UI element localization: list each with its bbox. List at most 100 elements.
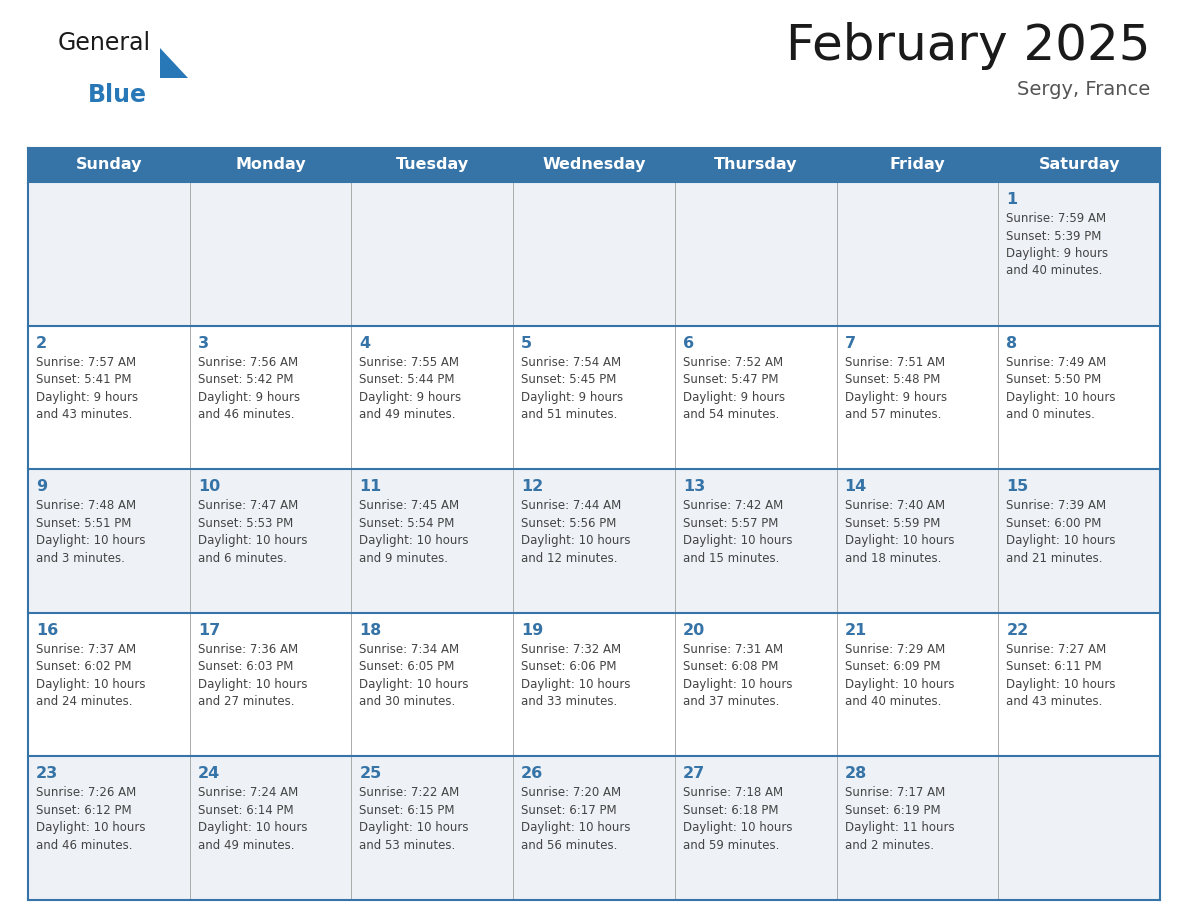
- Text: 6: 6: [683, 336, 694, 351]
- Text: 14: 14: [845, 479, 867, 494]
- Text: and 33 minutes.: and 33 minutes.: [522, 695, 618, 709]
- Text: Daylight: 10 hours: Daylight: 10 hours: [197, 822, 308, 834]
- Text: Sunrise: 7:37 AM: Sunrise: 7:37 AM: [36, 643, 137, 655]
- Text: Daylight: 10 hours: Daylight: 10 hours: [197, 677, 308, 691]
- Text: Sunrise: 7:59 AM: Sunrise: 7:59 AM: [1006, 212, 1106, 225]
- Text: Daylight: 10 hours: Daylight: 10 hours: [36, 677, 145, 691]
- Text: Sunrise: 7:48 AM: Sunrise: 7:48 AM: [36, 499, 137, 512]
- Text: and 54 minutes.: and 54 minutes.: [683, 409, 779, 421]
- Text: 18: 18: [360, 622, 381, 638]
- Text: 27: 27: [683, 767, 706, 781]
- Text: Sunrise: 7:17 AM: Sunrise: 7:17 AM: [845, 787, 944, 800]
- Text: 2: 2: [36, 336, 48, 351]
- Text: Sunset: 6:03 PM: Sunset: 6:03 PM: [197, 660, 293, 673]
- Text: Sunday: Sunday: [76, 158, 143, 173]
- Text: 10: 10: [197, 479, 220, 494]
- Text: Daylight: 11 hours: Daylight: 11 hours: [845, 822, 954, 834]
- Text: and 46 minutes.: and 46 minutes.: [197, 409, 295, 421]
- Bar: [29, 756, 1159, 900]
- Text: 3: 3: [197, 336, 209, 351]
- Text: Sunset: 5:57 PM: Sunset: 5:57 PM: [683, 517, 778, 530]
- Text: and 57 minutes.: and 57 minutes.: [845, 409, 941, 421]
- Text: Thursday: Thursday: [714, 158, 797, 173]
- Text: Sunset: 5:50 PM: Sunset: 5:50 PM: [1006, 373, 1101, 386]
- Text: 17: 17: [197, 622, 220, 638]
- Text: Sunrise: 7:29 AM: Sunrise: 7:29 AM: [845, 643, 944, 655]
- Text: Daylight: 10 hours: Daylight: 10 hours: [36, 822, 145, 834]
- Text: 22: 22: [1006, 622, 1029, 638]
- Text: Daylight: 10 hours: Daylight: 10 hours: [683, 822, 792, 834]
- Text: and 40 minutes.: and 40 minutes.: [845, 695, 941, 709]
- Text: Sunrise: 7:34 AM: Sunrise: 7:34 AM: [360, 643, 460, 655]
- Text: Sunset: 5:56 PM: Sunset: 5:56 PM: [522, 517, 617, 530]
- Text: Sunrise: 7:42 AM: Sunrise: 7:42 AM: [683, 499, 783, 512]
- Text: and 43 minutes.: and 43 minutes.: [1006, 695, 1102, 709]
- Text: Sunset: 6:02 PM: Sunset: 6:02 PM: [36, 660, 132, 673]
- Text: Sunrise: 7:39 AM: Sunrise: 7:39 AM: [1006, 499, 1106, 512]
- Text: Sunset: 6:14 PM: Sunset: 6:14 PM: [197, 804, 293, 817]
- Text: Sunrise: 7:47 AM: Sunrise: 7:47 AM: [197, 499, 298, 512]
- Bar: [29, 613, 1159, 756]
- Text: 8: 8: [1006, 336, 1017, 351]
- Text: Daylight: 10 hours: Daylight: 10 hours: [36, 534, 145, 547]
- Text: Sergy, France: Sergy, France: [1017, 80, 1150, 99]
- Text: and 9 minutes.: and 9 minutes.: [360, 552, 448, 565]
- Text: Sunset: 5:45 PM: Sunset: 5:45 PM: [522, 373, 617, 386]
- Text: and 6 minutes.: and 6 minutes.: [197, 552, 286, 565]
- Text: Sunset: 5:42 PM: Sunset: 5:42 PM: [197, 373, 293, 386]
- Text: 1: 1: [1006, 192, 1017, 207]
- Text: Sunset: 6:06 PM: Sunset: 6:06 PM: [522, 660, 617, 673]
- Text: 11: 11: [360, 479, 381, 494]
- Text: Sunrise: 7:22 AM: Sunrise: 7:22 AM: [360, 787, 460, 800]
- Text: Daylight: 9 hours: Daylight: 9 hours: [1006, 247, 1108, 260]
- Text: 13: 13: [683, 479, 706, 494]
- Text: and 18 minutes.: and 18 minutes.: [845, 552, 941, 565]
- Text: and 49 minutes.: and 49 minutes.: [360, 409, 456, 421]
- Text: Sunrise: 7:20 AM: Sunrise: 7:20 AM: [522, 787, 621, 800]
- Text: Sunset: 6:12 PM: Sunset: 6:12 PM: [36, 804, 132, 817]
- Text: Sunrise: 7:52 AM: Sunrise: 7:52 AM: [683, 355, 783, 369]
- Text: Sunrise: 7:55 AM: Sunrise: 7:55 AM: [360, 355, 460, 369]
- Text: and 15 minutes.: and 15 minutes.: [683, 552, 779, 565]
- Text: and 53 minutes.: and 53 minutes.: [360, 839, 456, 852]
- Text: Daylight: 9 hours: Daylight: 9 hours: [360, 390, 462, 404]
- Text: and 46 minutes.: and 46 minutes.: [36, 839, 133, 852]
- Bar: [29, 469, 1159, 613]
- Text: Sunset: 5:44 PM: Sunset: 5:44 PM: [360, 373, 455, 386]
- Text: Sunset: 6:08 PM: Sunset: 6:08 PM: [683, 660, 778, 673]
- Text: Daylight: 10 hours: Daylight: 10 hours: [360, 534, 469, 547]
- Text: Sunrise: 7:32 AM: Sunrise: 7:32 AM: [522, 643, 621, 655]
- Text: Wednesday: Wednesday: [542, 158, 646, 173]
- Text: February 2025: February 2025: [785, 22, 1150, 70]
- Text: Daylight: 10 hours: Daylight: 10 hours: [845, 534, 954, 547]
- Text: Sunset: 6:11 PM: Sunset: 6:11 PM: [1006, 660, 1102, 673]
- Text: Sunset: 5:41 PM: Sunset: 5:41 PM: [36, 373, 132, 386]
- Text: Blue: Blue: [88, 83, 147, 107]
- Text: Sunset: 6:00 PM: Sunset: 6:00 PM: [1006, 517, 1101, 530]
- Text: and 27 minutes.: and 27 minutes.: [197, 695, 295, 709]
- Text: Daylight: 9 hours: Daylight: 9 hours: [522, 390, 624, 404]
- Text: Sunrise: 7:49 AM: Sunrise: 7:49 AM: [1006, 355, 1106, 369]
- Text: Sunrise: 7:57 AM: Sunrise: 7:57 AM: [36, 355, 137, 369]
- Text: Sunset: 5:51 PM: Sunset: 5:51 PM: [36, 517, 132, 530]
- Text: 9: 9: [36, 479, 48, 494]
- Text: Sunrise: 7:36 AM: Sunrise: 7:36 AM: [197, 643, 298, 655]
- Text: Sunset: 5:54 PM: Sunset: 5:54 PM: [360, 517, 455, 530]
- Text: Sunrise: 7:45 AM: Sunrise: 7:45 AM: [360, 499, 460, 512]
- Text: and 59 minutes.: and 59 minutes.: [683, 839, 779, 852]
- Text: and 2 minutes.: and 2 minutes.: [845, 839, 934, 852]
- Text: and 30 minutes.: and 30 minutes.: [360, 695, 456, 709]
- Text: Sunset: 6:09 PM: Sunset: 6:09 PM: [845, 660, 940, 673]
- Text: and 43 minutes.: and 43 minutes.: [36, 409, 132, 421]
- Text: Sunset: 5:39 PM: Sunset: 5:39 PM: [1006, 230, 1101, 242]
- Text: Daylight: 9 hours: Daylight: 9 hours: [197, 390, 299, 404]
- Text: Daylight: 10 hours: Daylight: 10 hours: [197, 534, 308, 547]
- Text: Sunset: 5:53 PM: Sunset: 5:53 PM: [197, 517, 293, 530]
- Text: Daylight: 10 hours: Daylight: 10 hours: [360, 677, 469, 691]
- Text: 24: 24: [197, 767, 220, 781]
- Text: Sunrise: 7:56 AM: Sunrise: 7:56 AM: [197, 355, 298, 369]
- Text: and 21 minutes.: and 21 minutes.: [1006, 552, 1102, 565]
- Text: 5: 5: [522, 336, 532, 351]
- Text: Daylight: 10 hours: Daylight: 10 hours: [1006, 534, 1116, 547]
- Text: and 37 minutes.: and 37 minutes.: [683, 695, 779, 709]
